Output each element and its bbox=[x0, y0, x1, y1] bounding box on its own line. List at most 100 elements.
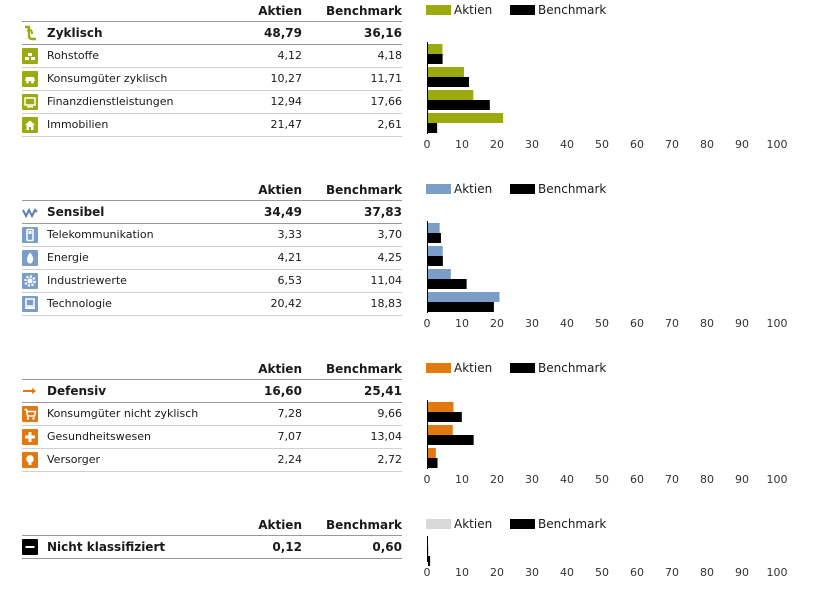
header-aktien: Aktien bbox=[258, 518, 302, 532]
sector-aktien-value: 16,60 bbox=[264, 384, 302, 398]
bar-benchmark bbox=[428, 435, 474, 445]
row-aktien-value: 4,12 bbox=[277, 49, 303, 62]
row-benchmark-value: 13,04 bbox=[370, 430, 403, 443]
row-aktien-value: 12,94 bbox=[270, 95, 303, 108]
sector-benchmark-value: 25,41 bbox=[364, 384, 402, 398]
row-benchmark-value: 18,83 bbox=[370, 297, 403, 310]
header-aktien: Aktien bbox=[258, 183, 302, 197]
row-benchmark-value: 4,25 bbox=[377, 251, 403, 264]
x-tick-label: 70 bbox=[665, 138, 679, 151]
x-tick-label: 60 bbox=[630, 317, 644, 330]
row-benchmark-value: 17,66 bbox=[370, 95, 403, 108]
legend-swatch-aktien bbox=[426, 363, 451, 373]
legend-label-benchmark: Benchmark bbox=[538, 361, 607, 375]
bar-benchmark bbox=[428, 123, 438, 133]
x-tick-label: 90 bbox=[735, 566, 749, 579]
row-label: Technologie bbox=[47, 297, 112, 310]
row-label: Rohstoffe bbox=[47, 49, 99, 62]
row-aktien-value: 3,33 bbox=[277, 228, 303, 241]
table-row-finanzdienstleistungen: Finanzdienstleistungen 12,94 17,66 bbox=[22, 91, 402, 114]
table-row-immobilien: Immobilien 21,47 2,61 bbox=[22, 114, 402, 137]
table-row-gesundheitswesen: Gesundheitswesen 7,07 13,04 bbox=[22, 426, 402, 449]
x-tick-label: 50 bbox=[595, 138, 609, 151]
bar-benchmark bbox=[428, 100, 490, 110]
sensitive-wave-icon bbox=[22, 204, 38, 220]
legend-swatch-benchmark bbox=[510, 184, 535, 194]
x-tick-label: 40 bbox=[560, 317, 574, 330]
bar-benchmark bbox=[428, 458, 438, 468]
shopping-cart-icon bbox=[22, 406, 38, 422]
bar-aktien bbox=[428, 546, 429, 556]
gear-icon bbox=[22, 273, 38, 289]
bar-aktien bbox=[428, 223, 440, 233]
x-tick-label: 90 bbox=[735, 317, 749, 330]
x-tick-label: 70 bbox=[665, 317, 679, 330]
table-row-versorger: Versorger 2,24 2,72 bbox=[22, 449, 402, 472]
flame-icon bbox=[22, 250, 38, 266]
sector-title: Sensibel bbox=[47, 205, 105, 219]
bar-aktien bbox=[428, 44, 443, 54]
bar-benchmark bbox=[428, 233, 441, 243]
x-tick-label: 0 bbox=[424, 473, 431, 486]
x-tick-label: 40 bbox=[560, 138, 574, 151]
x-tick-label: 90 bbox=[735, 473, 749, 486]
sector-title: Zyklisch bbox=[47, 26, 103, 40]
legend-label-benchmark: Benchmark bbox=[538, 517, 607, 531]
x-tick-label: 10 bbox=[455, 317, 469, 330]
table-row-rohstoffe: Rohstoffe 4,12 4,18 bbox=[22, 45, 402, 68]
sector-benchmark-value: 36,16 bbox=[364, 26, 402, 40]
legend-label-benchmark: Benchmark bbox=[538, 3, 607, 17]
sector-aktien-value: 48,79 bbox=[264, 26, 302, 40]
table-header: Aktien Benchmark bbox=[22, 181, 402, 199]
sector-row-zyklisch: Zyklisch 48,79 36,16 bbox=[22, 21, 402, 45]
bar-benchmark bbox=[428, 77, 469, 87]
car-icon bbox=[22, 71, 38, 87]
row-label: Immobilien bbox=[47, 118, 109, 131]
bar-aktien bbox=[428, 269, 451, 279]
defensive-arrow-icon bbox=[22, 383, 38, 399]
row-label: Telekommunikation bbox=[47, 228, 154, 241]
sector-row-nicht-klassifiziert: Nicht klassifiziert 0,12 0,60 bbox=[22, 535, 402, 559]
chart-legend: Aktien Benchmark bbox=[424, 2, 794, 18]
x-tick-label: 80 bbox=[700, 138, 714, 151]
phone-icon bbox=[22, 227, 38, 243]
sector-benchmark-value: 0,60 bbox=[372, 540, 402, 554]
chart-legend: Aktien Benchmark bbox=[424, 516, 794, 532]
header-benchmark: Benchmark bbox=[326, 4, 402, 18]
x-tick-label: 30 bbox=[525, 473, 539, 486]
table-row-industriewerte: Industriewerte 6,53 11,04 bbox=[22, 270, 402, 293]
x-tick-label: 20 bbox=[490, 473, 504, 486]
header-aktien: Aktien bbox=[258, 362, 302, 376]
bar-aktien bbox=[428, 425, 453, 435]
legend-swatch-benchmark bbox=[510, 5, 535, 15]
raw-materials-icon bbox=[22, 48, 38, 64]
row-benchmark-value: 11,04 bbox=[370, 274, 403, 287]
x-tick-label: 50 bbox=[595, 473, 609, 486]
x-tick-label: 70 bbox=[665, 566, 679, 579]
x-tick-label: 100 bbox=[767, 138, 788, 151]
legend-swatch-benchmark bbox=[510, 519, 535, 529]
row-label: Industriewerte bbox=[47, 274, 127, 287]
bar-aktien bbox=[428, 113, 504, 123]
x-tick-label: 20 bbox=[490, 138, 504, 151]
legend-label-aktien: Aktien bbox=[454, 517, 493, 531]
bar-plot: 0 10 20 30 40 50 60 70 80 90 100 bbox=[424, 42, 788, 151]
bar-benchmark bbox=[428, 556, 431, 566]
x-tick-label: 10 bbox=[455, 138, 469, 151]
x-tick-label: 40 bbox=[560, 566, 574, 579]
legend-label-benchmark: Benchmark bbox=[538, 182, 607, 196]
row-aktien-value: 21,47 bbox=[270, 118, 303, 131]
chart-legend: Aktien Benchmark bbox=[424, 181, 794, 197]
sector-row-sensibel: Sensibel 34,49 37,83 bbox=[22, 200, 402, 224]
bar-benchmark bbox=[428, 256, 443, 266]
row-benchmark-value: 4,18 bbox=[377, 49, 403, 62]
x-tick-label: 30 bbox=[525, 138, 539, 151]
health-cross-icon bbox=[22, 429, 38, 445]
x-tick-label: 100 bbox=[767, 566, 788, 579]
bar-aktien bbox=[428, 90, 474, 100]
row-label: Konsumgüter nicht zyklisch bbox=[47, 407, 199, 420]
x-tick-label: 100 bbox=[767, 473, 788, 486]
row-aktien-value: 10,27 bbox=[270, 72, 303, 85]
bar-aktien bbox=[428, 448, 436, 458]
sector-benchmark-value: 37,83 bbox=[364, 205, 402, 219]
